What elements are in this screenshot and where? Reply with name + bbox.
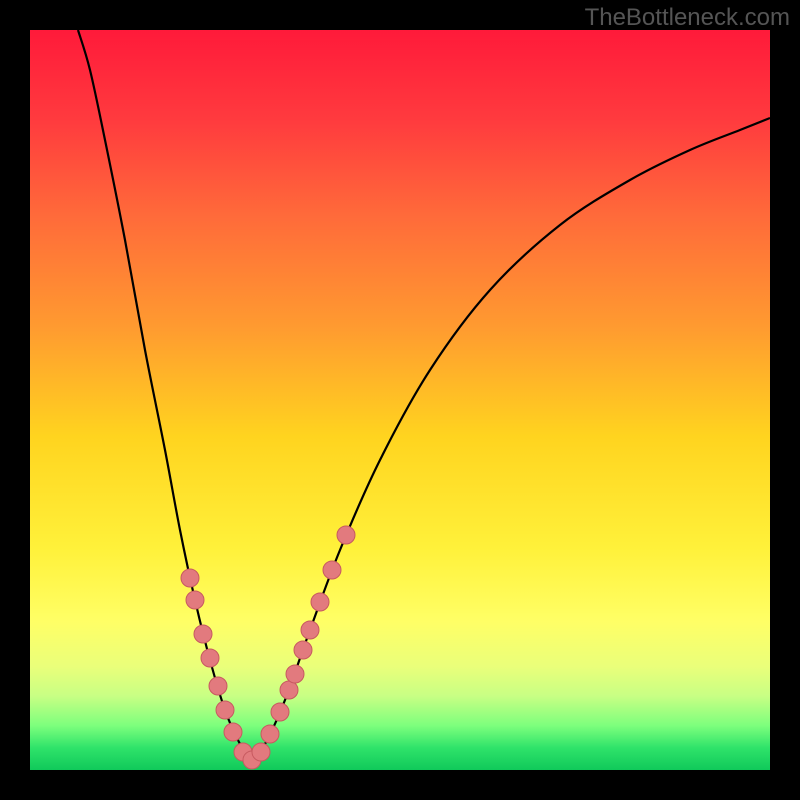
data-marker xyxy=(286,665,304,683)
data-marker xyxy=(186,591,204,609)
data-marker xyxy=(181,569,199,587)
data-marker xyxy=(252,743,270,761)
data-marker xyxy=(271,703,289,721)
data-marker xyxy=(301,621,319,639)
curve-left-branch xyxy=(78,30,252,760)
curve-right-branch xyxy=(252,118,770,760)
data-marker xyxy=(209,677,227,695)
data-marker xyxy=(294,641,312,659)
data-marker xyxy=(216,701,234,719)
data-marker xyxy=(201,649,219,667)
chart-plot-area xyxy=(30,30,770,770)
bottleneck-curve-svg xyxy=(30,30,770,770)
data-marker xyxy=(280,681,298,699)
data-marker xyxy=(311,593,329,611)
watermark-text: TheBottleneck.com xyxy=(585,4,790,32)
data-marker xyxy=(194,625,212,643)
chart-outer-frame: TheBottleneck.com xyxy=(0,0,800,800)
data-marker xyxy=(337,526,355,544)
data-marker xyxy=(224,723,242,741)
data-marker xyxy=(323,561,341,579)
data-marker xyxy=(261,725,279,743)
